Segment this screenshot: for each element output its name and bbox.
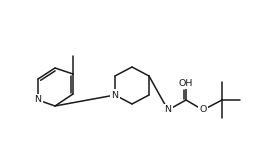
Text: N: N [112,91,119,100]
Text: N: N [164,106,171,115]
Text: OH: OH [179,79,193,88]
Text: N: N [35,95,42,104]
Text: O: O [199,106,207,115]
